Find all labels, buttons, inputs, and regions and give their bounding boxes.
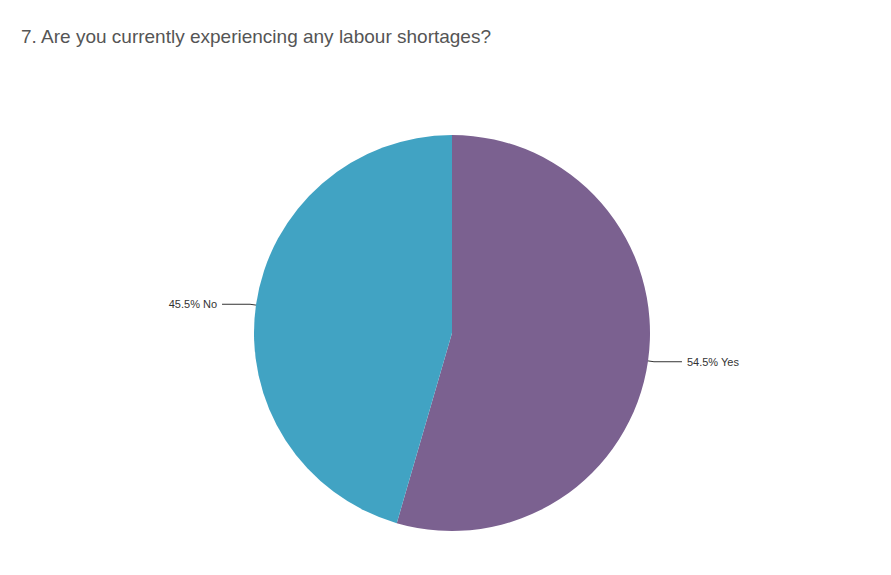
svg-text:45.5% No: 45.5% No [169,298,217,310]
svg-text:7. Are you currently experienc: 7. Are you currently experiencing any la… [21,26,491,47]
svg-text:54.5% Yes: 54.5% Yes [687,356,739,368]
